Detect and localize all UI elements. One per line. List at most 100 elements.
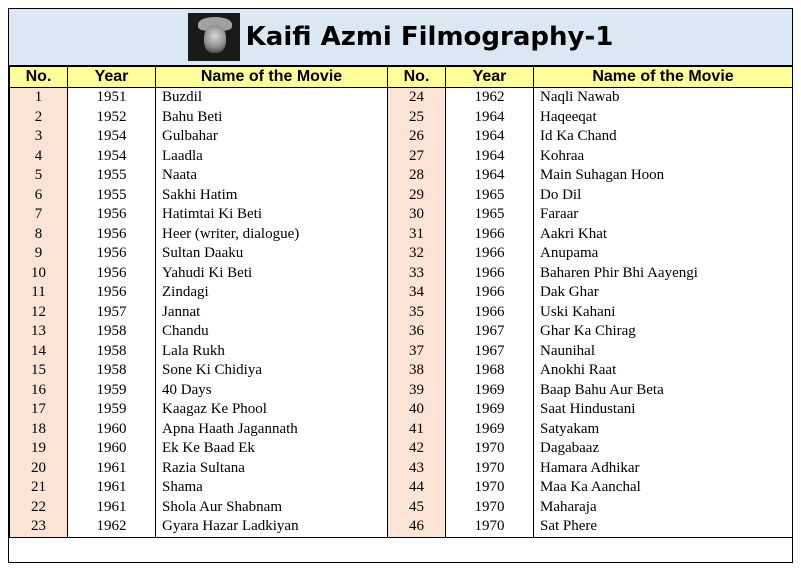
row-number: 9: [9, 244, 68, 264]
row-movie-name: Ek Ke Baad Ek: [155, 439, 388, 459]
portrait-photo: [187, 13, 240, 61]
row-number: 45: [387, 497, 446, 517]
row-year: 1964: [445, 166, 534, 186]
row-year: 1966: [445, 263, 534, 283]
row-number: 7: [9, 205, 68, 225]
row-year: 1956: [67, 244, 156, 264]
row-year: 1961: [67, 458, 156, 478]
row-number: 41: [387, 419, 446, 439]
col-header-no: No.: [9, 66, 68, 88]
row-movie-name: Lala Rukh: [155, 341, 388, 361]
row-year: 1969: [445, 380, 534, 400]
row-year: 1956: [67, 205, 156, 225]
row-movie-name: Anupama: [533, 244, 793, 264]
col-header-name: Name of the Movie: [155, 66, 388, 88]
row-year: 1956: [67, 283, 156, 303]
row-movie-name: Apna Haath Jagannath: [155, 419, 388, 439]
row-year: 1954: [67, 127, 156, 147]
row-number: 14: [9, 341, 68, 361]
row-number: 26: [387, 127, 446, 147]
row-movie-name: Sultan Daaku: [155, 244, 388, 264]
table-row: 18 1960 Apna Haath Jagannath 41 1969 Satyakam: [9, 419, 793, 439]
row-movie-name: Gyara Hazar Ladkiyan: [155, 517, 388, 538]
row-number: 39: [387, 380, 446, 400]
row-movie-name: Maa Ka Aanchal: [533, 478, 793, 498]
row-number: 35: [387, 302, 446, 322]
row-year: 1966: [445, 244, 534, 264]
table-row: 12 1957 Jannat 35 1966 Uski Kahani: [9, 302, 793, 322]
row-movie-name: Razia Sultana: [155, 458, 388, 478]
table-row: 3 1954 Gulbahar 26 1964 Id Ka Chand: [9, 127, 793, 147]
row-number: 32: [387, 244, 446, 264]
row-number: 25: [387, 107, 446, 127]
header-row: No. Year Name of the Movie No. Year Name…: [9, 66, 793, 88]
table-row: 17 1959 Kaagaz Ke Phool 40 1969 Saat Hindusta…: [9, 400, 793, 420]
row-year: 1970: [445, 439, 534, 459]
row-number: 15: [9, 361, 68, 381]
row-movie-name: Kaagaz Ke Phool: [155, 400, 388, 420]
row-number: 2: [9, 107, 68, 127]
row-year: 1970: [445, 497, 534, 517]
row-number: 33: [387, 263, 446, 283]
row-number: 20: [9, 458, 68, 478]
row-number: 22: [9, 497, 68, 517]
row-number: 31: [387, 224, 446, 244]
row-movie-name: Sat Phere: [533, 517, 793, 538]
table-row: 16 1959 40 Days 39 1969 Baap Bahu Aur Beta: [9, 380, 793, 400]
row-movie-name: Hamara Adhikar: [533, 458, 793, 478]
row-movie-name: Jannat: [155, 302, 388, 322]
row-year: 1964: [445, 127, 534, 147]
table-row: 6 1955 Sakhi Hatim 29 1965 Do Dil: [9, 185, 793, 205]
row-movie-name: Dak Ghar: [533, 283, 793, 303]
table-row: 7 1956 Hatimtai Ki Beti 30 1965 Faraar: [9, 205, 793, 225]
row-year: 1958: [67, 322, 156, 342]
row-year: 1970: [445, 458, 534, 478]
row-movie-name: Ghar Ka Chirag: [533, 322, 793, 342]
row-number: 38: [387, 361, 446, 381]
row-number: 11: [9, 283, 68, 303]
row-number: 17: [9, 400, 68, 420]
row-year: 1960: [67, 439, 156, 459]
table-row: 1 1951 Buzdil 24 1962 Naqli Nawab: [9, 87, 793, 108]
row-year: 1955: [67, 185, 156, 205]
row-movie-name: Bahu Beti: [155, 107, 388, 127]
row-movie-name: Heer (writer, dialogue): [155, 224, 388, 244]
row-movie-name: Maharaja: [533, 497, 793, 517]
row-movie-name: Uski Kahani: [533, 302, 793, 322]
row-movie-name: Shola Aur Shabnam: [155, 497, 388, 517]
row-movie-name: Naunihal: [533, 341, 793, 361]
row-year: 1966: [445, 302, 534, 322]
row-movie-name: Naata: [155, 166, 388, 186]
row-number: 43: [387, 458, 446, 478]
row-movie-name: Shama: [155, 478, 388, 498]
row-year: 1961: [67, 478, 156, 498]
table-row: 13 1958 Chandu 36 1967 Ghar Ka Chirag: [9, 322, 793, 342]
col-header-name: Name of the Movie: [533, 66, 793, 88]
row-number: 13: [9, 322, 68, 342]
row-movie-name: Main Suhagan Hoon: [533, 166, 793, 186]
table-row: 10 1956 Yahudi Ki Beti 33 1966 Baharen Phir B…: [9, 263, 793, 283]
row-year: 1966: [445, 224, 534, 244]
table-row: 19 1960 Ek Ke Baad Ek 42 1970 Dagabaaz: [9, 439, 793, 459]
row-movie-name: Saat Hindustani: [533, 400, 793, 420]
row-movie-name: Faraar: [533, 205, 793, 225]
row-year: 1969: [445, 419, 534, 439]
table-row: 9 1956 Sultan Daaku 32 1966 Anupama: [9, 244, 793, 264]
table-row: 15 1958 Sone Ki Chidiya 38 1968 Anokhi Raat: [9, 361, 793, 381]
row-year: 1964: [445, 107, 534, 127]
row-number: 10: [9, 263, 68, 283]
row-year: 1962: [445, 87, 534, 108]
row-movie-name: Baharen Phir Bhi Aayengi: [533, 263, 793, 283]
row-number: 29: [387, 185, 446, 205]
row-year: 1956: [67, 263, 156, 283]
row-movie-name: Haqeeqat: [533, 107, 793, 127]
row-movie-name: Buzdil: [155, 87, 388, 108]
table-row: 11 1956 Zindagi 34 1966 Dak Ghar: [9, 283, 793, 303]
table-row: 20 1961 Razia Sultana 43 1970 Hamara Adhikar: [9, 458, 793, 478]
row-year: 1965: [445, 185, 534, 205]
row-number: 37: [387, 341, 446, 361]
row-year: 1967: [445, 322, 534, 342]
row-movie-name: Naqli Nawab: [533, 87, 793, 108]
row-year: 1957: [67, 302, 156, 322]
row-number: 16: [9, 380, 68, 400]
